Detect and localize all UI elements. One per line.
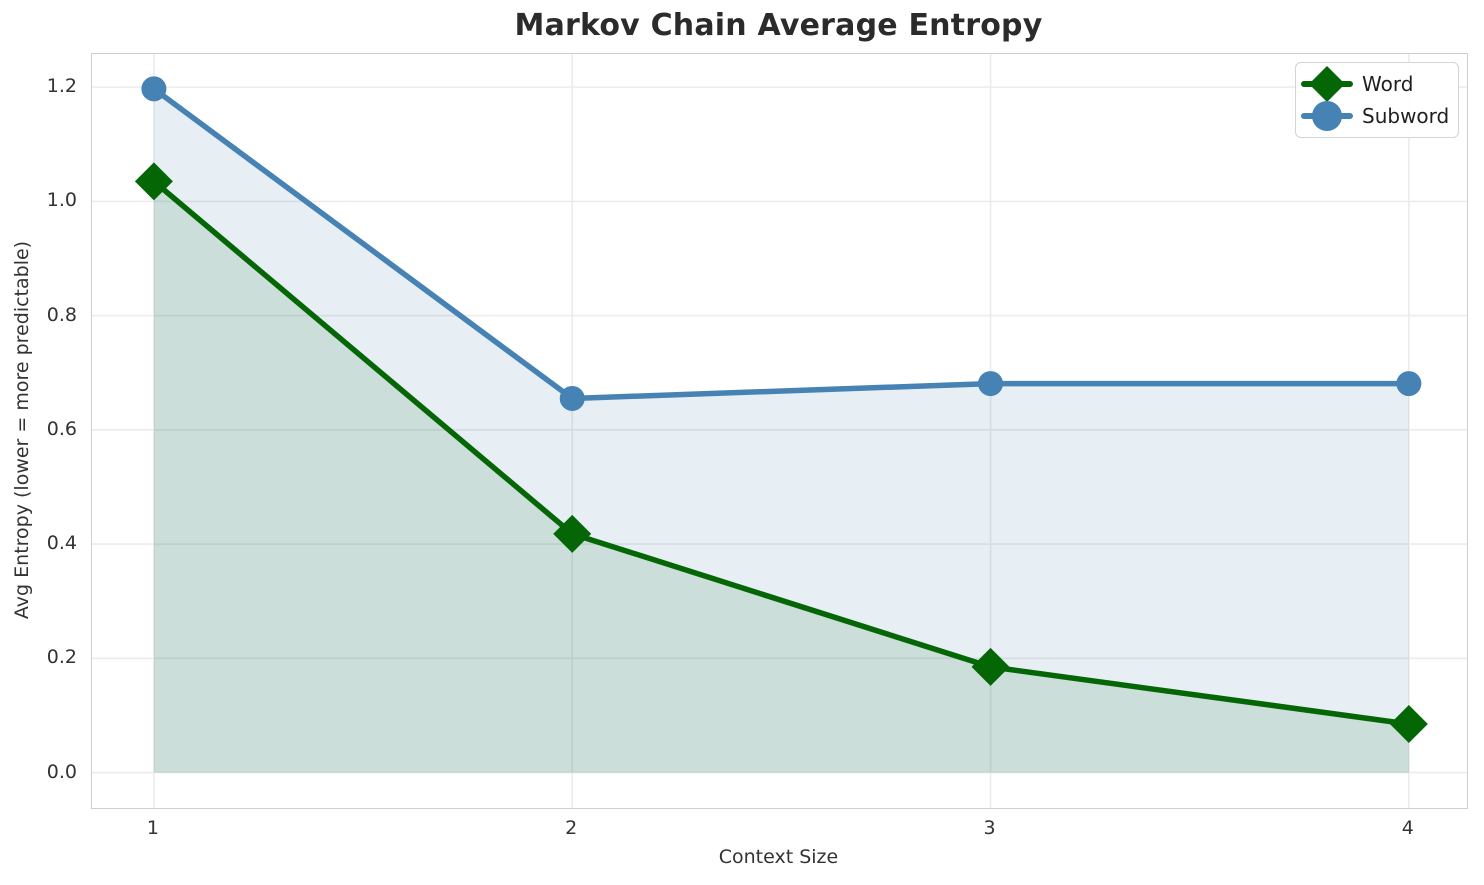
line-word <box>151 178 1412 727</box>
y-tick-label: 0.2 <box>46 646 77 669</box>
chart-title: Markov Chain Average Entropy <box>514 8 1043 43</box>
x-tick-label: 3 <box>983 817 996 839</box>
y-tick-label: 1.0 <box>46 189 77 212</box>
legend-item-subword: Subword <box>1301 100 1450 132</box>
y-tick-label: 0.0 <box>46 760 77 783</box>
marker-word <box>1389 705 1428 744</box>
legend-item-word: Word <box>1301 66 1450 102</box>
marker-word <box>971 647 1010 686</box>
x-axis-label: Context Size <box>718 846 839 868</box>
legend-marker-circle-icon <box>1301 101 1353 131</box>
y-tick-label: 0.6 <box>46 417 77 440</box>
line-subword <box>151 86 1412 402</box>
marker-subword <box>1396 371 1422 397</box>
legend-label: Word <box>1362 72 1414 96</box>
marker-subword <box>978 371 1004 397</box>
legend-marker-diamond-icon <box>1301 66 1353 102</box>
y-tick-label: 0.8 <box>46 303 77 326</box>
marker-subword <box>559 385 585 411</box>
y-tick-label: 0.4 <box>46 532 77 555</box>
plot-area: Word Subword <box>91 53 1468 809</box>
marker-word <box>553 514 592 553</box>
chart-canvas <box>92 54 1467 808</box>
x-tick-label: 1 <box>146 817 159 839</box>
y-tick-label: 1.2 <box>46 75 77 98</box>
x-tick-label: 4 <box>1401 817 1414 839</box>
area-subword <box>153 88 1409 773</box>
legend: Word Subword <box>1295 62 1459 138</box>
x-tick-label: 2 <box>565 817 578 839</box>
area-word <box>153 181 1409 773</box>
legend-label: Subword <box>1362 104 1450 128</box>
marker-word <box>134 162 173 201</box>
marker-subword <box>141 76 167 102</box>
